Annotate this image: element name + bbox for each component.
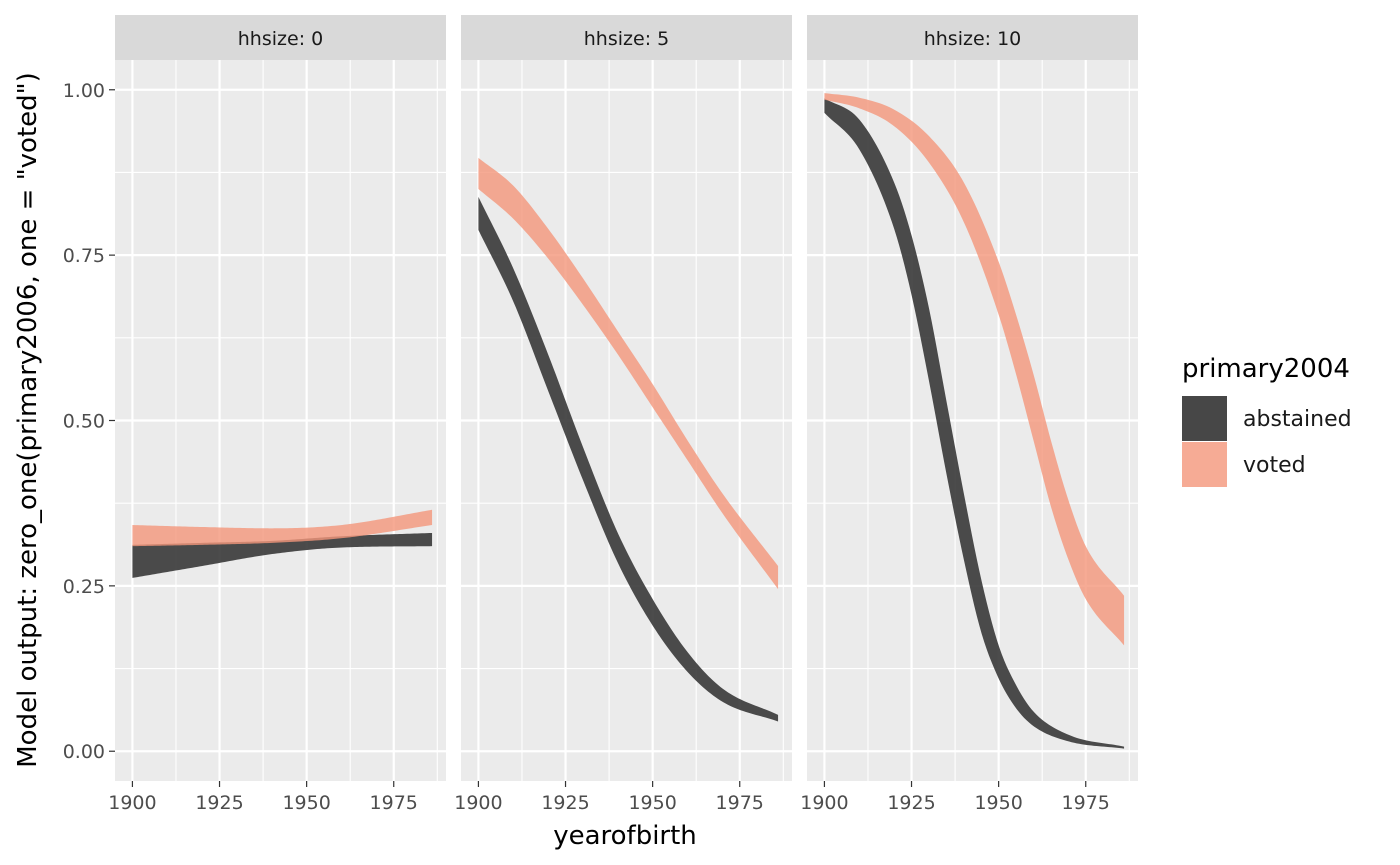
y-axis-title: Model output: zero_one(primary2006, one … [13,72,43,768]
x-tick-label: 1900 [108,792,156,814]
x-tick-label: 1950 [974,792,1022,814]
legend-key-abstained [1182,396,1227,441]
y-tick-label: 0.50 [63,411,105,433]
facet-panel: hhsize: 10 1900 1925 1950 1975 [800,15,1138,814]
facet-strip [807,15,1138,60]
y-tick-label: 0.00 [63,741,105,763]
facet-strip [461,15,792,60]
y-tick-label: 1.00 [63,80,105,102]
ribbon-voted [478,157,779,590]
facet-strip [115,15,446,60]
facet-panel: hhsize: 0 1900 1925 1950 1975 [108,15,446,814]
ribbon-voted [132,509,433,547]
facet-panels: hhsize: 0 1900 1925 1950 1975 hhsize: 5 1900 19… [108,15,1138,814]
facet-panel: hhsize: 5 1900 1925 1950 1975 [454,15,792,814]
y-tick-label: 0.75 [63,245,105,267]
y-tick-label: 0.25 [63,576,105,598]
x-tick-label: 1900 [800,792,848,814]
x-tick-label: 1975 [370,792,418,814]
legend-title: primary2004 [1182,354,1350,384]
facet-strip-label: hhsize: 10 [924,28,1022,50]
legend-key-voted [1182,442,1227,487]
y-axis: 0.00 0.25 0.50 0.75 1.00 [63,80,115,763]
x-tick-label: 1900 [454,792,502,814]
legend-label-voted: voted [1243,453,1306,478]
x-tick-label: 1925 [541,792,589,814]
x-tick-label: 1925 [195,792,243,814]
facet-strip-label: hhsize: 5 [584,28,669,50]
x-axis-title: yearofbirth [553,821,697,851]
legend: primary2004 abstained voted [1182,354,1352,487]
x-tick-label: 1950 [628,792,676,814]
x-tick-label: 1975 [1062,792,1110,814]
ribbon-voted [824,93,1125,646]
legend-label-abstained: abstained [1243,407,1352,432]
x-tick-label: 1950 [282,792,330,814]
facet-strip-label: hhsize: 0 [238,28,323,50]
x-tick-label: 1975 [716,792,764,814]
x-tick-label: 1925 [887,792,935,814]
